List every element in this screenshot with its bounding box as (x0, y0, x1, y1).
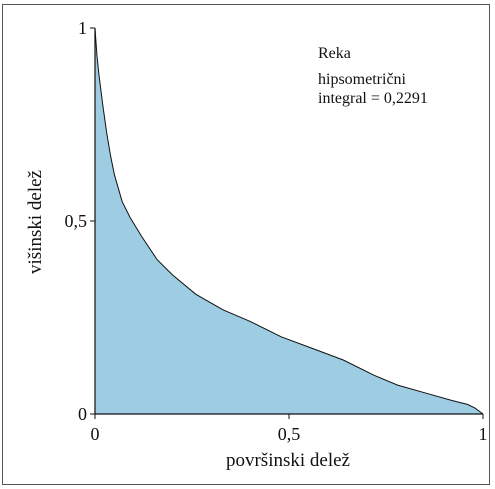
area-fill (95, 28, 483, 414)
annotation-line-2: integral = 0,2291 (318, 90, 428, 107)
x-tick-label: 0 (91, 424, 100, 444)
x-tick-label: 0,5 (278, 424, 301, 444)
x-axis-label: površinski delež (226, 450, 350, 471)
annotation-line-1: hipsometrični (318, 71, 407, 88)
y-ticks: 00,51 (65, 18, 95, 424)
chart-title: Reka (318, 45, 351, 62)
y-tick-label: 0,5 (65, 211, 88, 231)
x-ticks: 0 0,5 1 (91, 414, 488, 444)
y-tick-label: 1 (78, 18, 87, 38)
curve-line (94, 27, 484, 415)
y-axis-label: višinski delež (25, 170, 46, 274)
x-tick-label: 1 (479, 424, 488, 444)
y-tick-label: 0 (78, 404, 87, 424)
